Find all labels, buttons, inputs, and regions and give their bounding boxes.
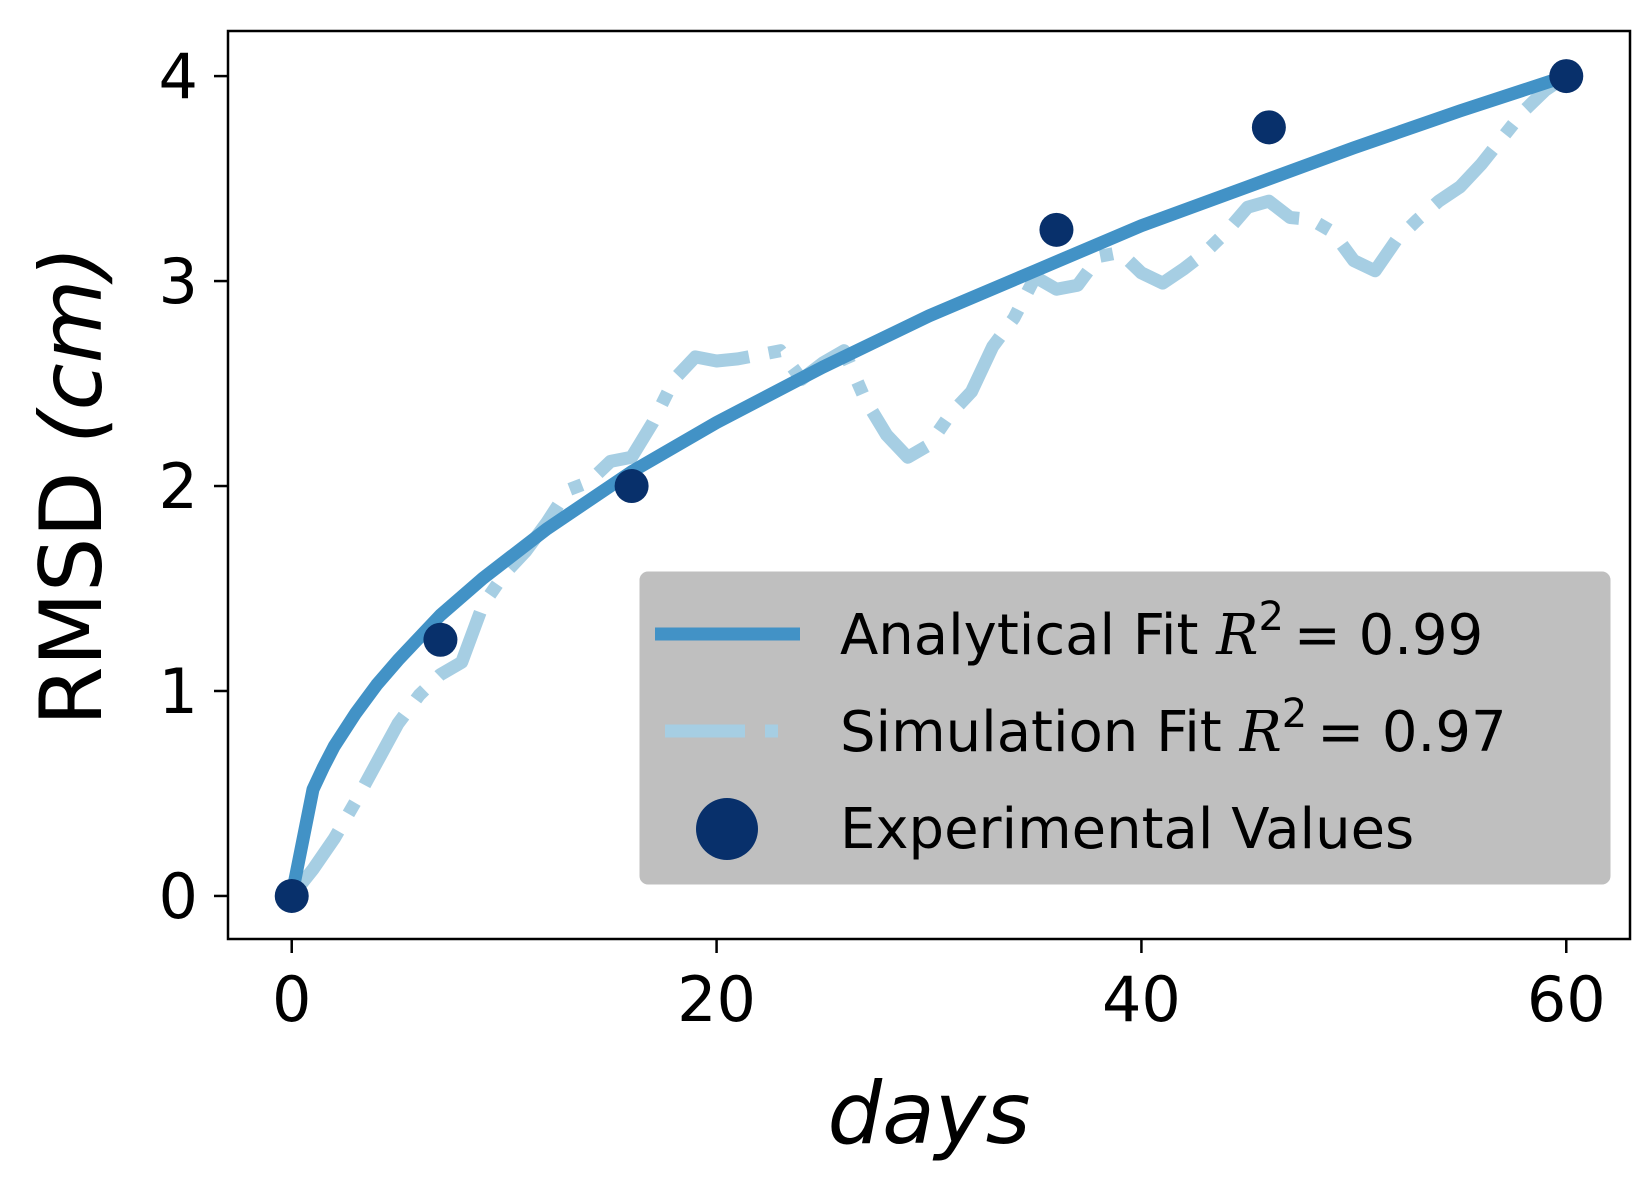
legend-box [639,571,1611,885]
legend: Analytical Fit R2 = 0.99 Simulation Fit R… [639,571,1611,885]
y-tick-label: 1 [159,655,198,728]
legend-analytical-superscript: 2 [1258,594,1283,640]
analytical-fit-line [285,69,1569,898]
x-tick-label: 20 [677,963,756,1036]
legend-analytical-name: Analytical Fit [840,603,1198,668]
y-axis-label-unit: (cm) [22,246,122,444]
plot-area [226,29,1632,941]
y-tick-label: 4 [159,40,198,113]
x-tick-label: 40 [1102,963,1181,1036]
legend-simulation-r: R [1239,700,1282,765]
y-tick-label: 3 [159,245,198,318]
x-tick-label: 60 [1527,963,1606,1036]
legend-experimental-label: Experimental Values [840,797,1414,862]
legend-simulation-value: = 0.97 [1317,700,1506,765]
x-axis: 0 20 40 60 [272,939,1606,1036]
experimental-point [423,622,458,657]
legend-analytical-label: Analytical Fit R2 = 0.99 [840,594,1483,668]
legend-simulation-label: Simulation Fit R2 = 0.97 [840,691,1507,765]
y-tick-label: 0 [159,860,198,933]
experimental-point [274,878,309,913]
y-axis-label: RMSD (cm) [22,246,122,726]
points-layer [274,59,1584,913]
simulation-fit-line [286,70,1570,901]
x-axis-label: days [828,1064,1031,1164]
series-layer [285,69,1570,901]
experimental-point [1251,110,1286,145]
x-tick-label: 0 [272,963,311,1036]
y-axis-label-text: RMSD [22,444,122,726]
legend-experimental-marker [696,798,758,860]
experimental-point [1549,59,1584,94]
legend-simulation-name: Simulation Fit [840,700,1222,765]
legend-analytical-r: R [1215,603,1258,668]
y-axis: 0 1 2 3 4 [159,40,228,933]
legend-analytical-value: = 0.99 [1294,603,1483,668]
experimental-point [614,469,649,504]
legend-simulation-superscript: 2 [1282,691,1307,737]
y-tick-label: 2 [159,450,198,523]
experimental-point [1039,212,1074,247]
